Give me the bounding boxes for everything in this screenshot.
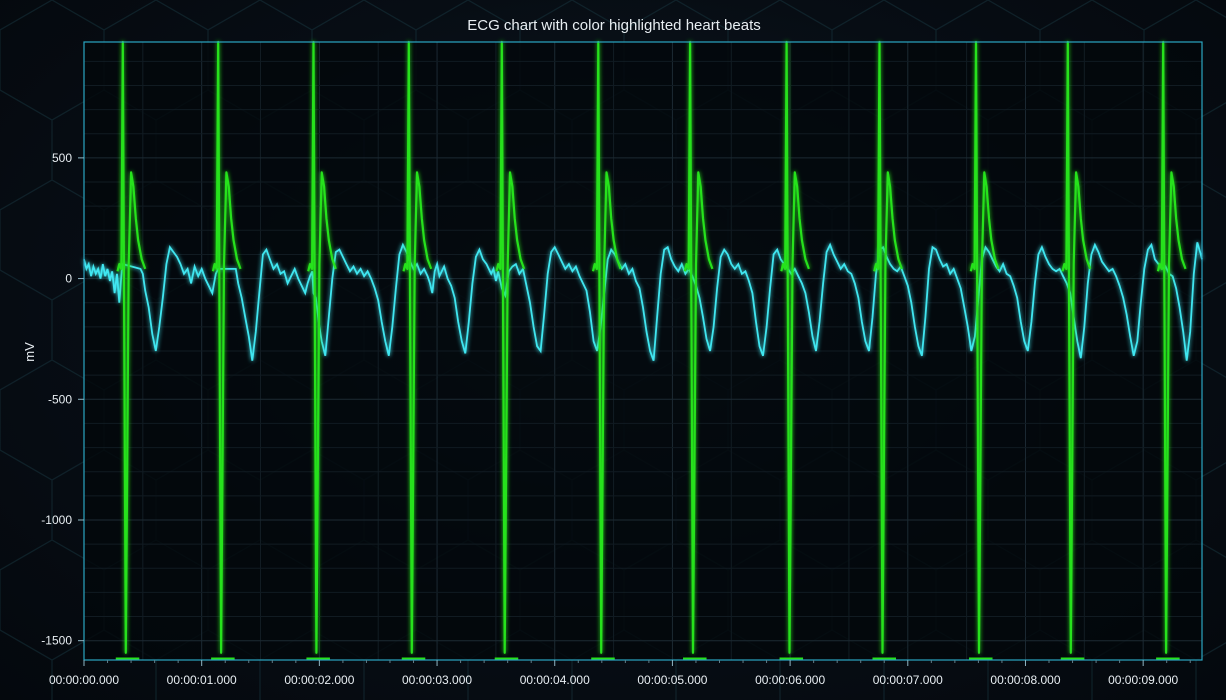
heart-beat xyxy=(1156,40,1187,654)
heart-beat xyxy=(211,40,242,654)
y-axis-label: mV xyxy=(22,342,37,362)
x-tick-label: 00:00:08.000 xyxy=(990,673,1060,687)
heart-beat xyxy=(1061,40,1092,654)
heart-beat xyxy=(591,40,622,654)
x-tick-label: 00:00:02.000 xyxy=(284,673,354,687)
x-tick-label: 00:00:01.000 xyxy=(167,673,237,687)
y-tick-label: -500 xyxy=(48,392,72,406)
heart-beat xyxy=(402,40,433,654)
grid xyxy=(83,42,1202,660)
x-tick-label: 00:00:04.000 xyxy=(520,673,590,687)
x-axis: 00:00:00.000 00:00:01.000 00:00:02.000 00:0… xyxy=(49,660,1191,687)
y-tick-label: -1500 xyxy=(41,634,72,648)
y-tick-label: 500 xyxy=(52,151,72,165)
plot-border xyxy=(83,41,1203,661)
heart-beat xyxy=(969,40,1000,654)
heart-beat xyxy=(495,40,526,654)
x-tick-label: 00:00:05.000 xyxy=(637,673,707,687)
x-tick-label: 00:00:07.000 xyxy=(873,673,943,687)
heart-beat xyxy=(780,40,810,654)
ecg-baseline-series xyxy=(83,242,1203,362)
y-tick-label: -1000 xyxy=(41,513,72,527)
heart-beat xyxy=(873,40,903,654)
x-tick-label: 00:00:06.000 xyxy=(755,673,825,687)
chart-title: ECG chart with color highlighted heart b… xyxy=(467,17,761,34)
ecg-beat-series xyxy=(116,40,1187,654)
y-tick-label: 0 xyxy=(65,272,72,286)
heart-beat xyxy=(683,40,714,654)
x-tick-label: 00:00:00.000 xyxy=(49,673,119,687)
plot-area xyxy=(83,40,1203,661)
x-tick-label: 00:00:09.000 xyxy=(1108,673,1178,687)
heart-beat xyxy=(307,40,337,654)
heart-beat xyxy=(116,40,147,654)
y-axis: 500 0 -500 -1000 -1500 xyxy=(41,151,84,648)
x-tick-label: 00:00:03.000 xyxy=(402,673,472,687)
